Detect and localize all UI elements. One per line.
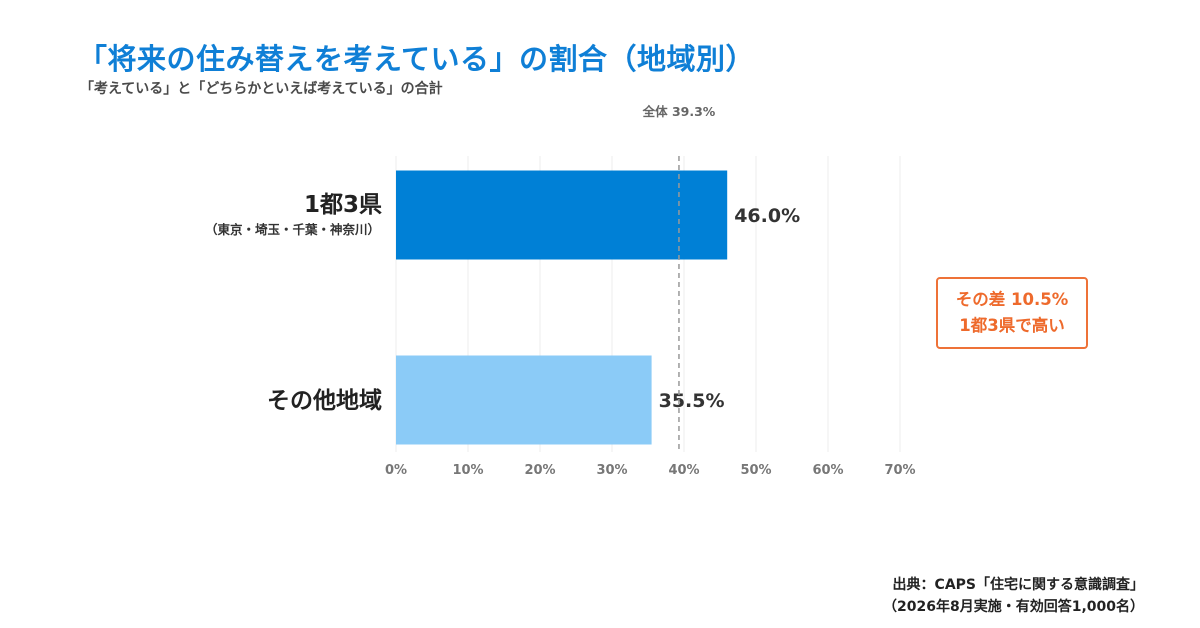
chart-subtitle: 「考えている」と「どちらかといえば考えている」の合計 bbox=[80, 81, 443, 97]
value-label-1: 46.0% bbox=[734, 205, 800, 227]
bars: 46.0% 35.5% bbox=[396, 170, 800, 445]
category-labels: 1都3県 （東京・埼玉・千葉・神奈川） その他地域 bbox=[205, 192, 382, 414]
x-tick-label-30: 30% bbox=[596, 463, 627, 478]
callout-line-2: 1都3県で高い bbox=[959, 316, 1065, 335]
category-label-2: その他地域 bbox=[267, 387, 382, 414]
category-label-1: 1都3県 bbox=[304, 192, 382, 218]
value-label-2: 35.5% bbox=[659, 390, 725, 412]
difference-callout: その差 10.5% 1都3県で高い bbox=[936, 277, 1088, 349]
callout-line-1: その差 10.5% bbox=[955, 290, 1069, 309]
x-axis-ticks: 0% 10% 20% 30% 40% 50% 60% 70% bbox=[385, 463, 916, 478]
source-note: 出典：CAPS「住宅に関する意識調査」 （2026年8月実施・有効回答1,000… bbox=[883, 574, 1144, 618]
x-tick-label-60: 60% bbox=[812, 463, 843, 478]
reference-line-group: 全体 39.3% bbox=[642, 104, 716, 452]
bar-2 bbox=[396, 355, 652, 445]
x-tick-label-10: 10% bbox=[452, 463, 483, 478]
source-line-1: 出典：CAPS「住宅に関する意識調査」 bbox=[892, 577, 1144, 593]
x-tick-label-70: 70% bbox=[884, 463, 915, 478]
source-line-2: （2026年8月実施・有効回答1,000名） bbox=[883, 599, 1144, 615]
x-tick-label-0: 0% bbox=[385, 463, 407, 478]
x-tick-label-50: 50% bbox=[740, 463, 771, 478]
reference-line-label: 全体 39.3% bbox=[642, 104, 716, 119]
category-sublabel-1: （東京・埼玉・千葉・神奈川） bbox=[205, 222, 380, 237]
chart-title: 「将来の住み替えを考えている」の割合（地域別） bbox=[78, 42, 756, 76]
x-tick-label-20: 20% bbox=[524, 463, 555, 478]
bar-1 bbox=[396, 170, 728, 260]
x-tick-label-40: 40% bbox=[668, 463, 699, 478]
